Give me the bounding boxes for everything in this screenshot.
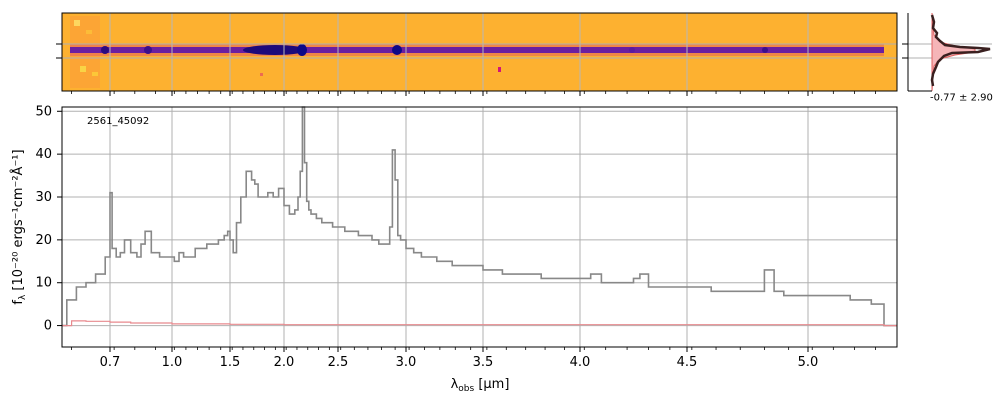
series-line-0: [62, 106, 897, 327]
x-axis-label: λobs [μm]: [451, 377, 510, 394]
profile-curve: [930, 14, 991, 87]
x-tick-label-3: 2.0: [274, 355, 295, 370]
y-tick-label-1: 10: [35, 276, 52, 291]
spectrum-2d-ticks: [71, 91, 876, 96]
spectrum-1d-ticks: 0.7 1.0 1.5 2.0 2.5 3.0 3.5 4.0 4.5 5.0 0 10 20 30 40 5…: [35, 104, 876, 370]
spectrum-1d-series: [62, 106, 897, 327]
x-tick-label-8: 4.5: [677, 355, 698, 370]
object-label: 2561_45092: [87, 116, 149, 127]
x-tick-label-2: 1.5: [220, 355, 241, 370]
x-tick-label-5: 3.0: [396, 355, 417, 370]
profile-annotation: -0.77 ± 2.90: [930, 92, 993, 103]
x-tick-label-4: 2.5: [328, 355, 349, 370]
y-tick-label-3: 30: [35, 190, 52, 205]
y-tick-label-2: 20: [35, 233, 52, 248]
y-tick-label-5: 50: [35, 104, 52, 119]
spectrum-1d-grid: [62, 107, 897, 347]
x-tick-label-0: 0.7: [100, 355, 121, 370]
spectrum-2d-grid: [109, 13, 809, 91]
spectrum-2d-bright-knots: [101, 44, 768, 56]
spectrum-1d-panel: 0.7 1.0 1.5 2.0 2.5 3.0 3.5 4.0 4.5 5.0 0 10 20 30 40 5…: [10, 104, 898, 394]
spectrum-2d-panel: [56, 12, 898, 96]
y-tick-label-0: 0: [44, 319, 52, 334]
x-tick-label-1: 1.0: [162, 355, 183, 370]
profile-panel: -0.77 ± 2.90: [902, 12, 993, 103]
y-tick-label-4: 40: [35, 147, 52, 162]
series-line-1: [62, 320, 897, 327]
x-tick-label-9: 5.0: [798, 355, 819, 370]
spectrum-2d-frame: [61, 12, 898, 92]
spectrum-1d-frame: [61, 106, 898, 348]
y-axis-label: fλ [10⁻²⁰ ergs⁻¹cm⁻²Å⁻¹]: [10, 149, 28, 304]
x-tick-label-7: 4.0: [570, 355, 591, 370]
x-tick-label-6: 3.5: [473, 355, 494, 370]
spectrum-2d-trace: [70, 47, 884, 53]
